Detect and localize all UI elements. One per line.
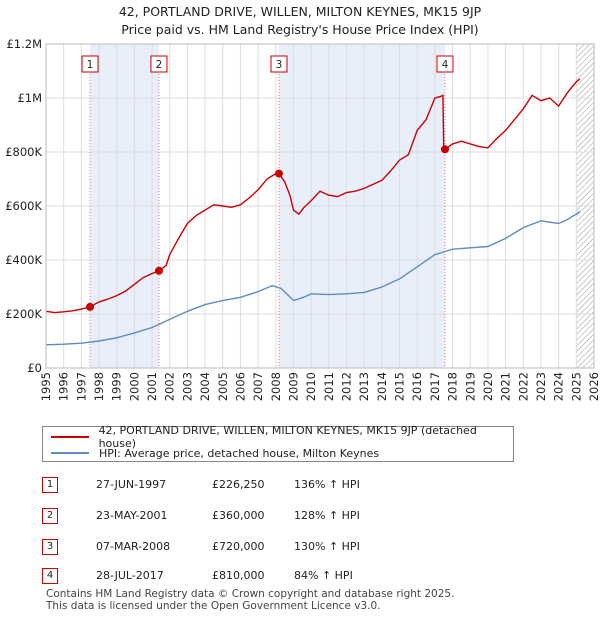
legend-label-hpi: HPI: Average price, detached house, Milt… [99,446,380,460]
sale-marker-label: 1 [87,59,94,71]
sale-marker-box [270,55,288,73]
x-tick-label: 2016 [410,372,424,401]
sale-marker-label: 4 [442,59,449,71]
x-tick-label: 2015 [393,372,407,401]
sale-date: 28-JUL-2017 [96,569,164,582]
x-tick-label: 2000 [127,372,141,401]
sale-point [440,145,449,154]
x-tick-label: 2003 [180,372,194,401]
x-tick-label: 2022 [516,372,530,401]
sale-hpi-change: 128% ↑ HPI [294,509,360,522]
x-tick-label: 2013 [357,372,371,401]
legend-swatch-property [51,436,89,438]
x-tick-label: 2017 [428,372,442,401]
x-tick-label: 2004 [198,372,212,401]
sale-point [86,302,95,311]
y-tick-label: £0 [27,361,42,375]
y-tick-label: £600K [5,199,42,213]
x-tick-label: 1996 [57,372,71,401]
sale-hpi-change: 136% ↑ HPI [294,478,360,491]
sale-point [154,266,163,275]
legend-swatch-hpi [51,452,89,454]
y-tick-label: £800K [5,145,42,159]
table-row: 1 27-JUN-1997 £226,250 136% ↑ HPI [42,476,422,498]
sale-marker-box [150,55,168,73]
licence-text: This data is licensed under the Open Gov… [46,600,381,612]
footer: Contains HM Land Registry data © Crown c… [46,588,454,612]
x-tick-label: 2026 [587,372,600,401]
x-tick-label: 2008 [269,372,283,401]
x-tick-label: 2002 [163,372,177,401]
sale-point [274,169,283,178]
y-tick-label: £400K [5,253,42,267]
series-line-property [45,78,581,314]
sale-date: 23-MAY-2001 [96,509,168,522]
sale-number-badge: 2 [42,508,58,524]
sale-marker-box [436,55,454,73]
sale-number-badge: 1 [42,477,58,493]
y-tick-label: £1M [17,91,42,105]
x-tick-label: 1998 [92,372,106,401]
x-tick-label: 2011 [322,372,336,401]
sale-price: £226,250 [212,478,265,491]
y-tick-label: £1.2M [6,37,42,51]
x-tick-label: 1997 [74,372,88,401]
x-tick-label: 2018 [446,372,460,401]
x-tick-label: 2021 [499,372,513,401]
chart-subtitle: Price paid vs. HM Land Registry's House … [121,22,479,37]
sale-price: £360,000 [212,509,265,522]
x-tick-label: 2025 [569,372,583,401]
sale-date: 27-JUN-1997 [96,478,167,491]
sale-price: £720,000 [212,540,265,553]
table-row: 2 23-MAY-2001 £360,000 128% ↑ HPI [42,507,422,529]
sale-marker-label: 3 [276,59,283,71]
x-tick-label: 2007 [251,372,265,401]
series-line-hpi [45,210,581,346]
x-tick-label: 2009 [286,372,300,401]
legend-item-hpi: HPI: Average price, detached house, Milt… [51,445,379,461]
x-tick-label: 2010 [304,372,318,401]
legend-item-property: 42, PORTLAND DRIVE, WILLEN, MILTON KEYNE… [51,424,513,450]
x-tick-label: 2001 [145,372,159,401]
x-tick-label: 2020 [481,372,495,401]
sale-date: 07-MAR-2008 [96,540,171,553]
copyright-text: Contains HM Land Registry data © Crown c… [46,588,455,600]
x-tick-label: 2005 [216,372,230,401]
x-tick-label: 2006 [233,372,247,401]
x-tick-label: 1995 [39,372,53,401]
sale-price: £810,000 [212,569,265,582]
x-tick-label: 2014 [375,372,389,401]
x-tick-label: 2024 [552,372,566,401]
table-row: 3 07-MAR-2008 £720,000 130% ↑ HPI [42,538,422,560]
sale-marker-label: 2 [156,59,163,71]
x-tick-label: 1999 [110,372,124,401]
price-chart: 1 2 3 4 £0 £200K £400K £600K £800K £1M £1.2M 1995 1… [5,37,600,401]
y-tick-label: £200K [5,307,42,321]
legend-label-property: 42, PORTLAND DRIVE, WILLEN, MILTON KEYNE… [98,424,477,450]
sale-number-badge: 4 [42,568,58,584]
plot-frame [45,43,595,369]
table-row: 4 28-JUL-2017 £810,000 84% ↑ HPI [42,567,422,589]
chart-title: 42, PORTLAND DRIVE, WILLEN, MILTON KEYNE… [118,4,482,19]
sale-number-badge: 3 [42,539,58,555]
x-tick-label: 2023 [534,372,548,401]
sale-hpi-change: 130% ↑ HPI [294,540,360,553]
x-tick-label: 2012 [340,372,354,401]
x-tick-label: 2019 [463,372,477,401]
sale-hpi-change: 84% ↑ HPI [294,569,353,582]
legend: 42, PORTLAND DRIVE, WILLEN, MILTON KEYNE… [42,424,514,462]
sale-marker-box [81,55,99,73]
